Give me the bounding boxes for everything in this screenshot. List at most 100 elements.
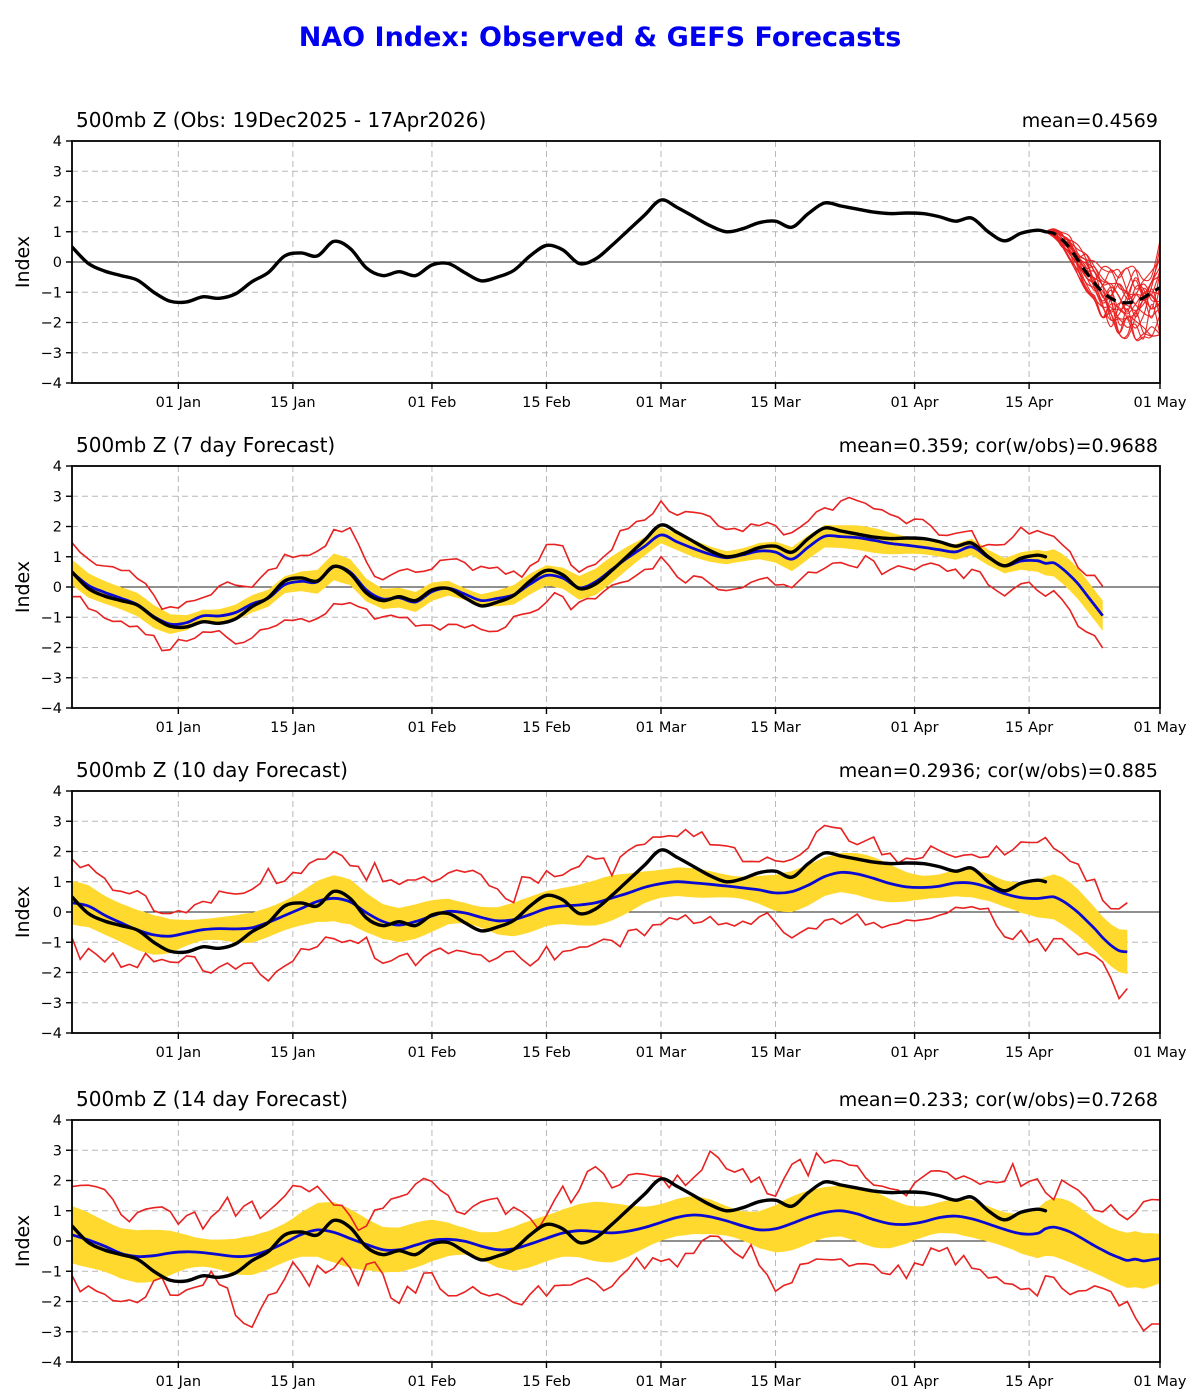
panel-2-stats: mean=0.359; cor(w/obs)=0.9688 — [838, 435, 1158, 457]
x-tick-label: 01 Feb — [408, 720, 457, 736]
y-tick-label: 2 — [53, 845, 62, 861]
x-tick-label: 01 Mar — [636, 395, 686, 411]
y-tick-label: −3 — [41, 671, 62, 687]
x-tick-label: 01 Mar — [636, 1374, 686, 1390]
y-tick-label: 0 — [53, 1234, 62, 1250]
y-tick-label: −4 — [41, 1026, 62, 1042]
panel-3-plot: 01 Jan 15 Jan 01 Feb 15 Feb 01 Mar 15 Mar 01 A… — [41, 784, 1187, 1061]
x-tick-label: 15 Jan — [270, 720, 315, 736]
y-tick-label: −1 — [41, 610, 62, 626]
x-tick-label: 15 Apr — [1005, 720, 1053, 736]
panel-1-stats: mean=0.4569 — [1021, 110, 1158, 132]
y-tick-label: 2 — [53, 195, 62, 211]
y-tick-label: −2 — [41, 1295, 62, 1311]
x-tick-label: 01 Jan — [156, 395, 201, 411]
panel-4-title: 500mb Z (14 day Forecast) — [76, 1087, 348, 1111]
x-tick-label: 15 Mar — [750, 720, 800, 736]
x-tick-label: 15 Apr — [1005, 1374, 1053, 1390]
y-tick-label: −4 — [41, 376, 62, 392]
x-tick-label: 15 Mar — [750, 1045, 800, 1061]
x-tick-label: 15 Jan — [270, 395, 315, 411]
y-tick-label: 2 — [53, 520, 62, 536]
y-tick-label: 4 — [53, 784, 62, 800]
y-tick-label: 3 — [53, 814, 62, 830]
y-tick-label: 1 — [53, 1204, 62, 1220]
ensemble-member-line — [1045, 231, 1160, 317]
x-tick-label: 01 May — [1133, 720, 1186, 736]
x-tick-label: 01 Apr — [891, 1045, 939, 1061]
x-tick-label: 15 Jan — [270, 1374, 315, 1390]
ensemble-quartile-band — [72, 525, 1103, 634]
panel-1-plot: 01 Jan 15 Jan 01 Feb 15 Feb 01 Mar 15 Mar 01 A… — [41, 134, 1187, 411]
ensemble-min-line — [72, 554, 1104, 652]
x-tick-label: 01 Feb — [408, 395, 457, 411]
ensemble-quartile-band — [72, 852, 1128, 974]
panel-2-plot: 01 Jan 15 Jan 01 Feb 15 Feb 01 Mar 15 Mar 01 A… — [41, 459, 1187, 736]
x-tick-label: 01 Feb — [408, 1374, 457, 1390]
x-tick-label: 01 Mar — [636, 720, 686, 736]
y-tick-label: 3 — [53, 489, 62, 505]
plot-border — [71, 465, 1161, 709]
panel-3-stats: mean=0.2936; cor(w/obs)=0.885 — [838, 760, 1158, 782]
panel-3-title: 500mb Z (10 day Forecast) — [76, 758, 348, 782]
series-group — [72, 1149, 1160, 1332]
ensemble-min-line — [72, 1235, 1160, 1332]
x-tick-label: 01 Jan — [156, 720, 201, 736]
y-tick-label: 4 — [53, 459, 62, 475]
x-tick-label: 15 Feb — [522, 395, 571, 411]
x-tick-label: 15 Apr — [1005, 395, 1053, 411]
ensemble-max-line — [72, 496, 1104, 611]
ensemble-min-line — [72, 905, 1128, 1001]
observed-line — [72, 1177, 1048, 1284]
observed-line — [72, 848, 1048, 955]
x-tick-label: 15 Mar — [750, 1374, 800, 1390]
ensemble-member-line — [1045, 231, 1160, 319]
x-tick-label: 15 Feb — [522, 720, 571, 736]
y-tick-label: −2 — [41, 316, 62, 332]
ensemble-quartile-band — [72, 1185, 1160, 1289]
panel-1-title: 500mb Z (Obs: 19Dec2025 - 17Apr2026) — [76, 108, 487, 132]
x-tick-label: 01 Feb — [408, 1045, 457, 1061]
y-tick-label: −2 — [41, 641, 62, 657]
x-tick-label: 15 Feb — [522, 1374, 571, 1390]
x-tick-label: 01 Jan — [156, 1374, 201, 1390]
y-tick-label: 1 — [53, 225, 62, 241]
panel-2-title: 500mb Z (7 day Forecast) — [76, 433, 336, 457]
y-tick-label: 4 — [53, 1113, 62, 1129]
x-tick-label: 15 Apr — [1005, 1045, 1053, 1061]
y-tick-label: −4 — [41, 1355, 62, 1371]
x-tick-label: 01 May — [1133, 395, 1186, 411]
y-tick-label: 0 — [53, 580, 62, 596]
ensemble-member-line — [1045, 231, 1160, 339]
x-tick-label: 01 Mar — [636, 1045, 686, 1061]
ensemble-member-line — [1045, 228, 1160, 318]
y-tick-label: 1 — [53, 550, 62, 566]
ensemble-mean-dashed-line — [1045, 230, 1160, 305]
y-tick-label: −1 — [41, 935, 62, 951]
y-tick-label: −1 — [41, 1264, 62, 1280]
plot-border — [71, 140, 1161, 384]
panel-4-stats: mean=0.233; cor(w/obs)=0.7268 — [838, 1089, 1158, 1111]
y-tick-label: −3 — [41, 996, 62, 1012]
y-tick-label: 0 — [53, 905, 62, 921]
y-tick-label: 2 — [53, 1174, 62, 1190]
y-tick-label: 0 — [53, 255, 62, 271]
series-group — [72, 198, 1160, 342]
ensemble-max-line — [72, 1149, 1160, 1232]
series-group — [72, 824, 1128, 1001]
observed-line — [72, 198, 1048, 305]
x-tick-label: 15 Jan — [270, 1045, 315, 1061]
x-tick-label: 01 May — [1133, 1374, 1186, 1390]
x-tick-label: 15 Mar — [750, 395, 800, 411]
y-tick-label: −1 — [41, 285, 62, 301]
x-tick-label: 15 Feb — [522, 1045, 571, 1061]
observed-line — [72, 523, 1048, 630]
x-tick-label: 01 Apr — [891, 720, 939, 736]
ensemble-max-line — [72, 824, 1128, 915]
y-tick-label: −2 — [41, 966, 62, 982]
x-tick-label: 01 Apr — [891, 395, 939, 411]
y-tick-label: 3 — [53, 1143, 62, 1159]
series-group — [72, 496, 1104, 652]
